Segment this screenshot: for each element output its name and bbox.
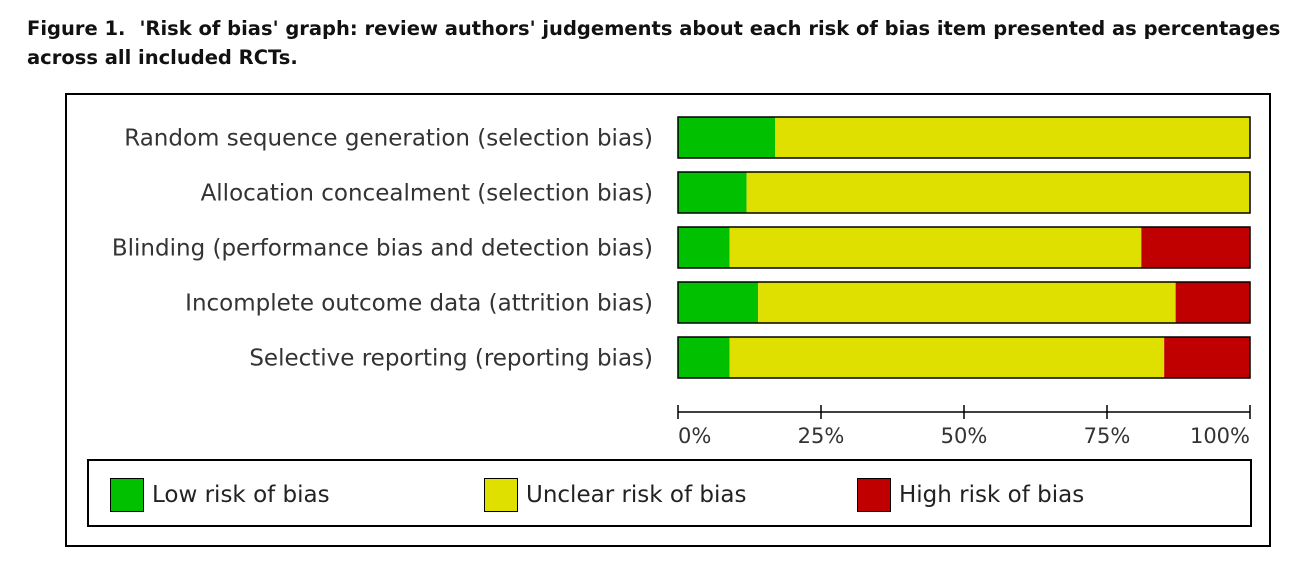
- x-tick-label: 50%: [941, 424, 988, 448]
- bar-outline: [677, 171, 1251, 214]
- bar-segment-high: [1175, 282, 1250, 323]
- legend-swatch-low: [110, 478, 144, 512]
- x-tick-label: 75%: [1084, 424, 1131, 448]
- bar-segment-unclear: [775, 117, 1250, 158]
- bar-segment-unclear: [729, 337, 1165, 378]
- bar-segment-low: [678, 282, 759, 323]
- category-label: Random sequence generation (selection bi…: [124, 126, 653, 152]
- legend-label-high: High risk of bias: [899, 482, 1085, 508]
- category-label: Incomplete outcome data (attrition bias): [185, 291, 653, 317]
- legend: Low risk of bias Unclear risk of bias Hi…: [87, 459, 1252, 527]
- bar-segment-high: [1141, 227, 1250, 268]
- bar-outline: [677, 226, 1251, 269]
- category-label: Allocation concealment (selection bias): [201, 181, 653, 207]
- bar-segment-low: [678, 117, 776, 158]
- category-label: Blinding (performance bias and detection…: [112, 236, 653, 262]
- legend-swatch-high: [857, 478, 891, 512]
- bar-segment-unclear: [729, 227, 1142, 268]
- x-tick-label: 100%: [1190, 424, 1250, 448]
- bar-outline: [677, 116, 1251, 159]
- bar-outline: [677, 336, 1251, 379]
- legend-label-low: Low risk of bias: [152, 482, 330, 508]
- x-tick-label: 25%: [798, 424, 845, 448]
- figure-caption-text: 'Risk of bias' graph: review authors' ju…: [27, 17, 1281, 69]
- category-label: Selective reporting (reporting bias): [249, 346, 653, 372]
- x-tick-label: 0%: [678, 424, 711, 448]
- legend-item-low: Low risk of bias: [110, 478, 330, 512]
- legend-label-unclear: Unclear risk of bias: [526, 482, 747, 508]
- legend-swatch-unclear: [484, 478, 518, 512]
- bar-segment-unclear: [746, 172, 1250, 213]
- figure-frame: [65, 93, 1271, 547]
- bar-segment-high: [1164, 337, 1250, 378]
- figure-label: Figure 1.: [27, 17, 126, 40]
- bar-segment-unclear: [758, 282, 1176, 323]
- bar-segment-low: [678, 337, 730, 378]
- legend-item-high: High risk of bias: [857, 478, 1084, 512]
- bar-outline: [677, 281, 1251, 324]
- bar-segment-low: [678, 227, 730, 268]
- bar-segment-low: [678, 172, 747, 213]
- figure-caption: Figure 1. 'Risk of bias' graph: review au…: [27, 14, 1287, 72]
- legend-item-unclear: Unclear risk of bias: [484, 478, 746, 512]
